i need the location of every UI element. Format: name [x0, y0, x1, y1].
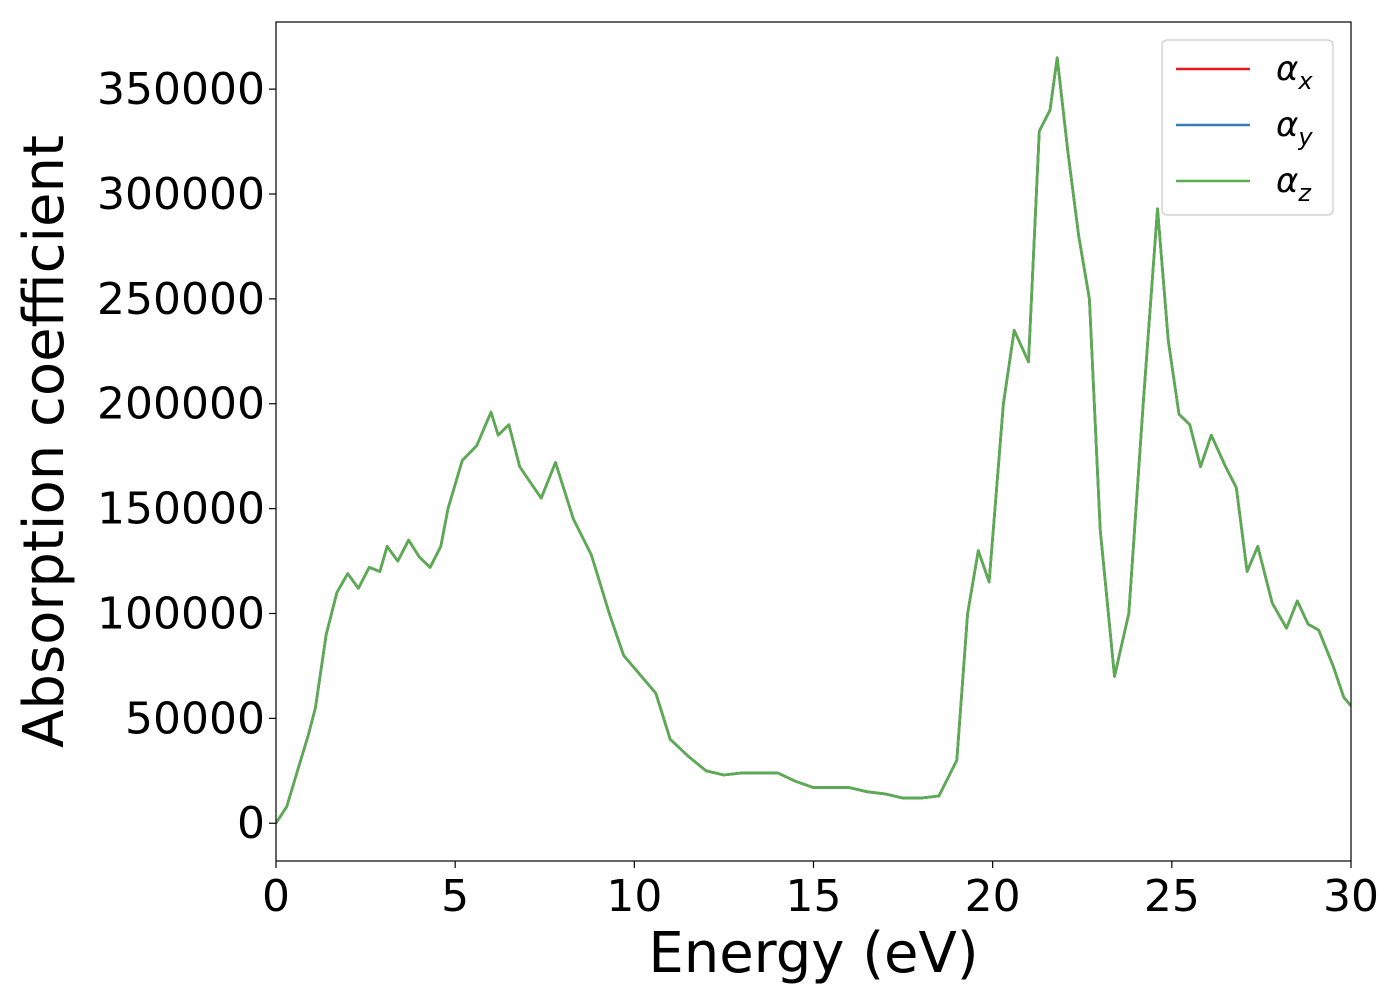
x-axis-title: Energy (eV) [648, 921, 978, 986]
legend-box [1161, 39, 1334, 216]
y-tick-label: 350000 [97, 64, 265, 115]
legend-label: αz [1276, 161, 1312, 207]
x-tick-label: 10 [606, 871, 662, 922]
series-line-3 [276, 56, 1351, 824]
x-tick-label: 5 [441, 871, 469, 922]
y-tick-label: 150000 [97, 484, 265, 535]
y-tick-label: 100000 [97, 588, 265, 639]
legend: αx αy αz [1161, 39, 1334, 216]
y-tick-label: 50000 [125, 693, 265, 744]
x-axis: 0 5 10 15 20 25 30 [262, 861, 1379, 922]
y-axis-title: Absorption coefficient [12, 135, 77, 748]
x-tick-label: 15 [786, 871, 842, 922]
x-tick-label: 20 [965, 871, 1021, 922]
y-tick-label: 300000 [97, 169, 265, 220]
y-tick-label: 200000 [97, 379, 265, 430]
y-tick-label: 0 [237, 798, 265, 849]
legend-label: αy [1276, 105, 1313, 151]
x-tick-label: 30 [1323, 871, 1379, 922]
y-tick-label: 250000 [97, 274, 265, 325]
x-tick-label: 0 [262, 871, 290, 922]
legend-label: αx [1276, 49, 1313, 95]
x-tick-label: 25 [1144, 871, 1200, 922]
y-axis: 0 50000 100000 150000 200000 250000 300000 3500… [97, 64, 276, 849]
series-layer [276, 56, 1351, 824]
